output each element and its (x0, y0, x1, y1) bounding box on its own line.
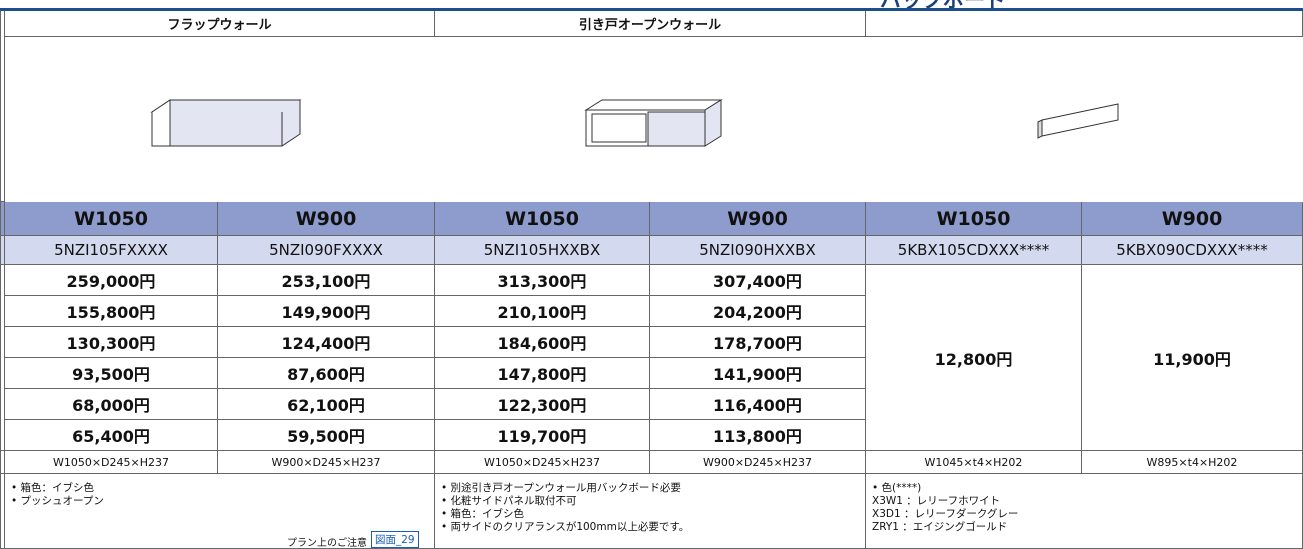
size-cell: W900 (218, 202, 435, 236)
group-header (866, 11, 1303, 37)
price-cell: 87,600円 (218, 358, 435, 389)
price-cell: 12,800円 (866, 265, 1082, 451)
price-cell: 65,400円 (5, 420, 218, 451)
price-cell: 119,700円 (435, 420, 650, 451)
code-cell: 5NZI105FXXXX (5, 236, 218, 265)
dimension-cell: W1045×t4×H202 (866, 451, 1082, 474)
edge-cell (0, 265, 5, 451)
price-cell: 259,000円 (5, 265, 218, 296)
note-line: • 色(****) (872, 482, 922, 494)
note-line: • プッシュオープン (11, 495, 104, 507)
plan-note-link[interactable]: 図面_29 (371, 531, 419, 548)
group-header: 引き戸オープンウォール (435, 11, 866, 37)
price-cell: 93,500円 (5, 358, 218, 389)
note-line: X3D1 ：レリーフダークグレー (872, 508, 1019, 520)
note-line: • 箱色：イブシ色 (11, 482, 95, 494)
price-cell: 147,800円 (435, 358, 650, 389)
code-cell: 5NZI105HXXBX (435, 236, 650, 265)
note-line: ZRY1 ：エイジングゴールド (872, 521, 1008, 533)
price-cell: 253,100円 (218, 265, 435, 296)
price-cell: 184,600円 (435, 327, 650, 358)
dimension-cell: W1050×D245×H237 (5, 451, 218, 474)
price-cell: 307,400円 (650, 265, 866, 296)
dimension-cell: W900×D245×H237 (650, 451, 866, 474)
size-cell: W1050 (866, 202, 1082, 236)
backboard-drawing (1037, 103, 1119, 139)
note-line: • 化粧サイドパネル取付不可 (441, 495, 577, 507)
price-cell: 313,300円 (435, 265, 650, 296)
size-cell: W1050 (5, 202, 218, 236)
price-cell: 124,400円 (218, 327, 435, 358)
code-cell: 5NZI090HXXBX (650, 236, 866, 265)
size-cell: W900 (650, 202, 866, 236)
edge-cell (0, 202, 5, 236)
size-cell: W900 (1082, 202, 1303, 236)
price-cell: 116,400円 (650, 389, 866, 420)
price-cell: 210,100円 (435, 296, 650, 327)
price-cell: 113,800円 (650, 420, 866, 451)
price-cell: 204,200円 (650, 296, 866, 327)
code-cell: 5KBX090CDXXX**** (1082, 236, 1303, 265)
price-cell: 141,900円 (650, 358, 866, 389)
note-line: • 別途引き戸オープンウォール用バックボード必要 (441, 482, 681, 494)
price-cell: 11,900円 (1082, 265, 1303, 451)
dimension-cell: W1050×D245×H237 (435, 451, 650, 474)
edge-cell (0, 236, 5, 265)
price-cell: 155,800円 (5, 296, 218, 327)
code-cell: 5KBX105CDXXX**** (866, 236, 1082, 265)
size-cell: W1050 (435, 202, 650, 236)
price-cell: 62,100円 (218, 389, 435, 420)
plan-note-label: プラン上のご注意 (287, 538, 367, 549)
edge-cell (0, 11, 5, 202)
flap-wall-drawing (150, 99, 302, 147)
edge-cell (0, 451, 5, 474)
code-cell: 5NZI090FXXXX (218, 236, 435, 265)
price-cell: 178,700円 (650, 327, 866, 358)
group-header: フラップウォール (5, 11, 435, 37)
price-cell: 59,500円 (218, 420, 435, 451)
price-cell: 68,000円 (5, 389, 218, 420)
note-line: • 箱色：イブシ色 (441, 508, 525, 520)
dimension-cell: W900×D245×H237 (218, 451, 435, 474)
top-rule (0, 8, 1303, 11)
sliding-open-wall-drawing (584, 99, 723, 147)
price-cell: 149,900円 (218, 296, 435, 327)
price-cell: 130,300円 (5, 327, 218, 358)
dimension-cell: W895×t4×H202 (1082, 451, 1303, 474)
price-cell: 122,300円 (435, 389, 650, 420)
note-line: • 両サイドのクリアランスが100mm以上必要です。 (441, 521, 690, 533)
note-line: X3W1 ：レリーフホワイト (872, 495, 1001, 507)
